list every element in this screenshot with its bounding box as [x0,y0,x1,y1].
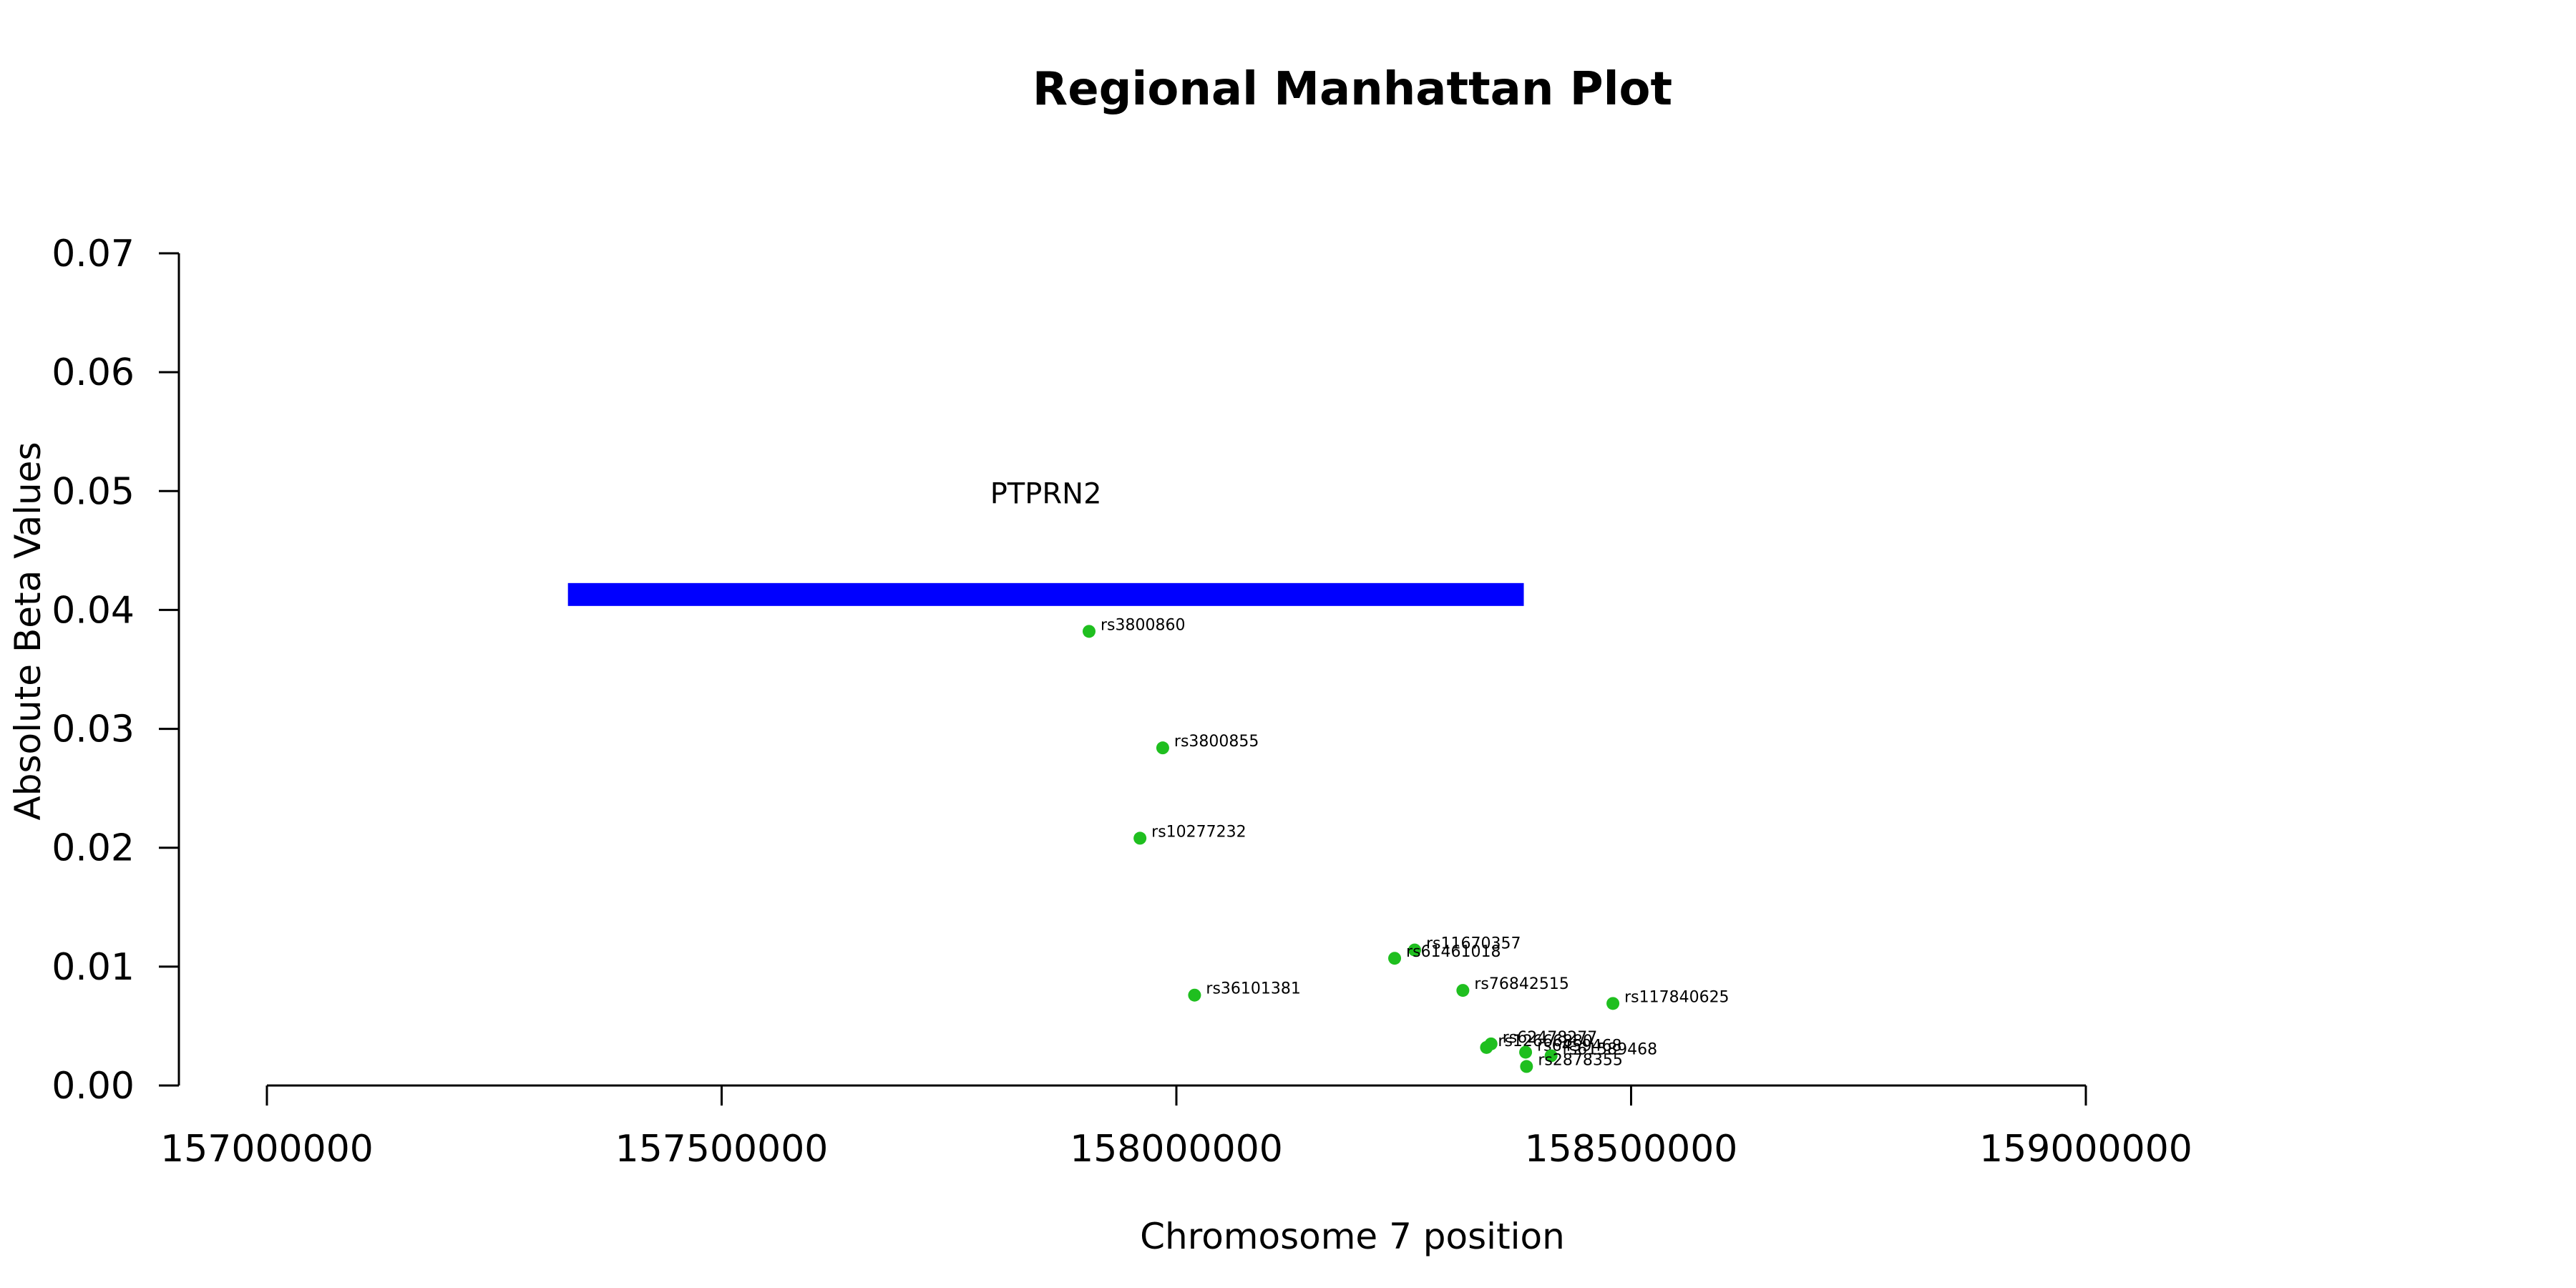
point-label: rs2878355 [1538,1051,1623,1069]
gene-label: PTPRN2 [990,478,1102,511]
y-tick-label: 0.03 [52,708,135,751]
point-label: rs11670357 [1426,935,1521,953]
y-tick-label: 0.06 [52,351,135,394]
x-tick-label: 159000000 [1979,1128,2192,1171]
x-tick-label: 157000000 [160,1128,374,1171]
y-tick-label: 0.04 [52,589,135,632]
data-point [1606,997,1620,1010]
y-tick-label: 0.05 [52,470,135,513]
x-axis-label: Chromosome 7 position [1140,1216,1565,1257]
data-point [1156,741,1169,755]
gene-bar [567,582,1524,606]
chart-title: Regional Manhattan Plot [1033,63,1672,116]
point-label: rs3800860 [1101,616,1186,634]
y-tick-label: 0.02 [52,827,135,870]
point-label: rs62478277 [1503,1029,1597,1047]
point-label: rs36101381 [1206,980,1300,998]
y-axis-label: Absolute Beta Values [7,442,49,821]
point-label: rs10277232 [1151,823,1246,841]
point-label: rs76842515 [1474,975,1568,993]
x-tick-label: 157500000 [615,1128,829,1171]
x-tick-label: 158000000 [1070,1128,1283,1171]
point-label: rs61589468 [1563,1040,1657,1058]
point-label: rs3800855 [1174,733,1259,751]
y-tick-label: 0.00 [52,1065,135,1108]
point-label: rs12666880 [1498,1033,1592,1050]
gene-layer: PTPRN2 [567,478,1524,606]
data-point [1480,1040,1493,1054]
data-point [1519,1045,1533,1059]
x-tick-label: 158500000 [1525,1128,1738,1171]
y-tick-label: 0.07 [52,233,135,275]
data-point [1544,1049,1558,1063]
data-point [1408,943,1422,957]
y-tick-label: 0.01 [52,946,135,989]
data-point [1520,1060,1533,1073]
points-layer: rs3800860 rs3800855 rs10277232 rs36101381 rs… [1082,616,1729,1073]
data-point [1388,952,1402,965]
data-point [1133,831,1147,845]
data-point [1082,625,1096,638]
x-axis: 157000000 157500000 158000000 158500000 1590… [160,1084,2192,1171]
data-point [1188,988,1201,1002]
data-point [1456,984,1470,997]
point-label: rs61461018 [1406,943,1501,961]
point-label: rs117840625 [1624,988,1729,1006]
y-axis: 0.00 0.01 0.02 0.03 0.04 0.05 0.06 0.07 [52,233,180,1108]
